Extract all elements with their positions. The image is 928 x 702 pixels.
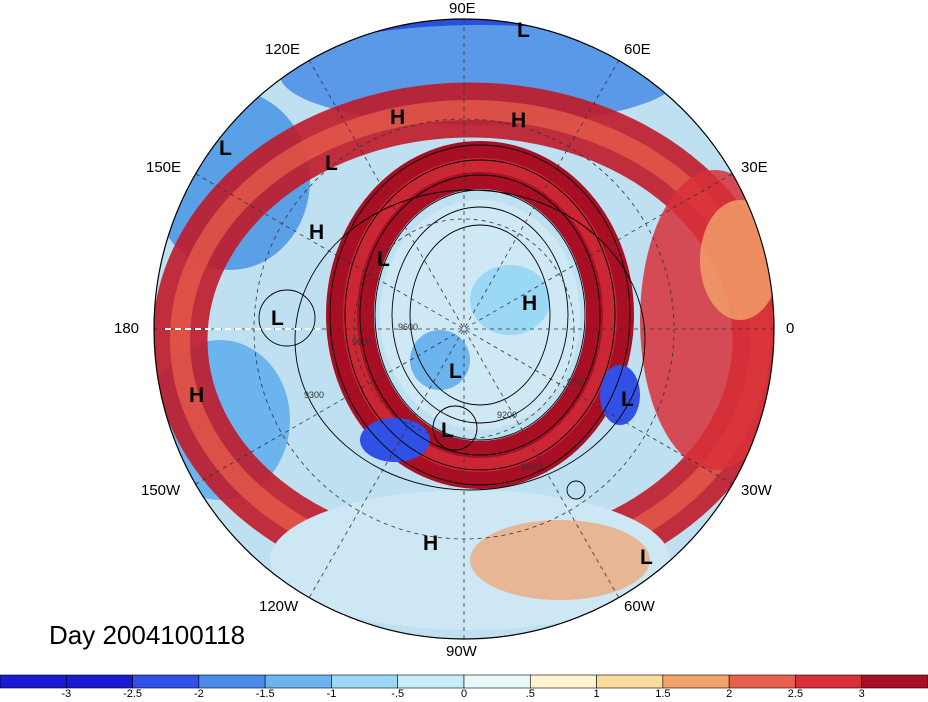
lon-label-90w: 90W [446,643,477,660]
colorbar-box [198,674,266,689]
lon-label-150w: 150W [141,482,181,499]
lon-label-150e: 150E [146,159,182,176]
colorbar-box [529,674,597,689]
pressure-center-low: L [441,419,454,442]
contour-label: 9200 [497,410,517,420]
colorbar-box [132,674,200,689]
lon-label-30e: 30E [741,159,768,176]
pressure-center-low: L [325,152,338,175]
contour-label: 9300 [304,390,324,400]
pressure-center-high: H [189,384,205,407]
pressure-center-high: H [390,106,406,129]
height-contours [258,144,646,500]
colorbar-tick-label: -1.5 [255,688,275,700]
pressure-center-low: L [640,546,653,569]
colorbar-box [264,674,332,689]
colorbar-tick-label: -.5 [391,688,405,700]
colorbar-box [596,674,664,689]
colorbar-box [331,674,399,689]
colorbar-tick-label: -1 [326,688,337,700]
colorbar-tick-label: -2 [193,688,204,700]
pressure-center-low: L [449,360,462,383]
colorbar-tick-label: 1.5 [655,688,671,700]
colorbar-tick-label: 2 [726,688,733,700]
pressure-center-low: L [271,307,284,330]
pressure-center-low: L [517,19,530,42]
pressure-center-low: L [377,248,390,271]
colorbar-tick-label: -3 [61,688,72,700]
contour-label: 9600 [352,337,372,347]
lon-label-30w: 30W [741,482,772,499]
colorbar-tick-label: 3 [858,688,865,700]
colorbar-tick-label: -2.5 [123,688,143,700]
colorbar-box [397,674,465,689]
lon-label-90e: 90E [449,0,476,17]
lon-label-120w: 120W [259,598,299,615]
pressure-center-high: H [522,292,538,315]
lon-label-180: 180 [114,320,140,337]
day-label: Day 2004100118 [49,620,246,650]
pressure-center-high: H [511,109,527,132]
contour-label: 9600 [398,322,418,332]
colorbar [0,674,928,689]
lon-label-120e: 120E [265,41,301,58]
colorbar-box [662,674,730,689]
colorbar-tick-label: 1 [593,688,600,700]
lon-label-60w: 60W [624,598,655,615]
anomaly-field: 9600 9300 9600 9300 9200 9600 [154,19,774,639]
pressure-center-low: L [621,388,634,411]
lon-label-0: 0 [786,320,795,337]
pressure-center-high: H [309,221,325,244]
lon-label-60e: 60E [624,41,651,58]
colorbar-box [795,674,863,689]
contour-label: 9300 [567,377,587,387]
map-boundary [153,18,775,640]
colorbar-tick-label: 0 [460,688,468,700]
colorbar-tick-label: 2.5 [787,688,804,700]
colorbar-tick-label: .5 [525,688,535,700]
colorbar-box [65,674,133,689]
pressure-center-low: L [219,137,232,160]
colorbar-box [728,674,796,689]
contour-label: 9600 [521,462,541,472]
pressure-center-high: H [423,532,439,555]
colorbar-box [861,674,928,689]
colorbar-box [0,674,67,689]
colorbar-box [463,674,531,689]
graticule [154,19,774,639]
